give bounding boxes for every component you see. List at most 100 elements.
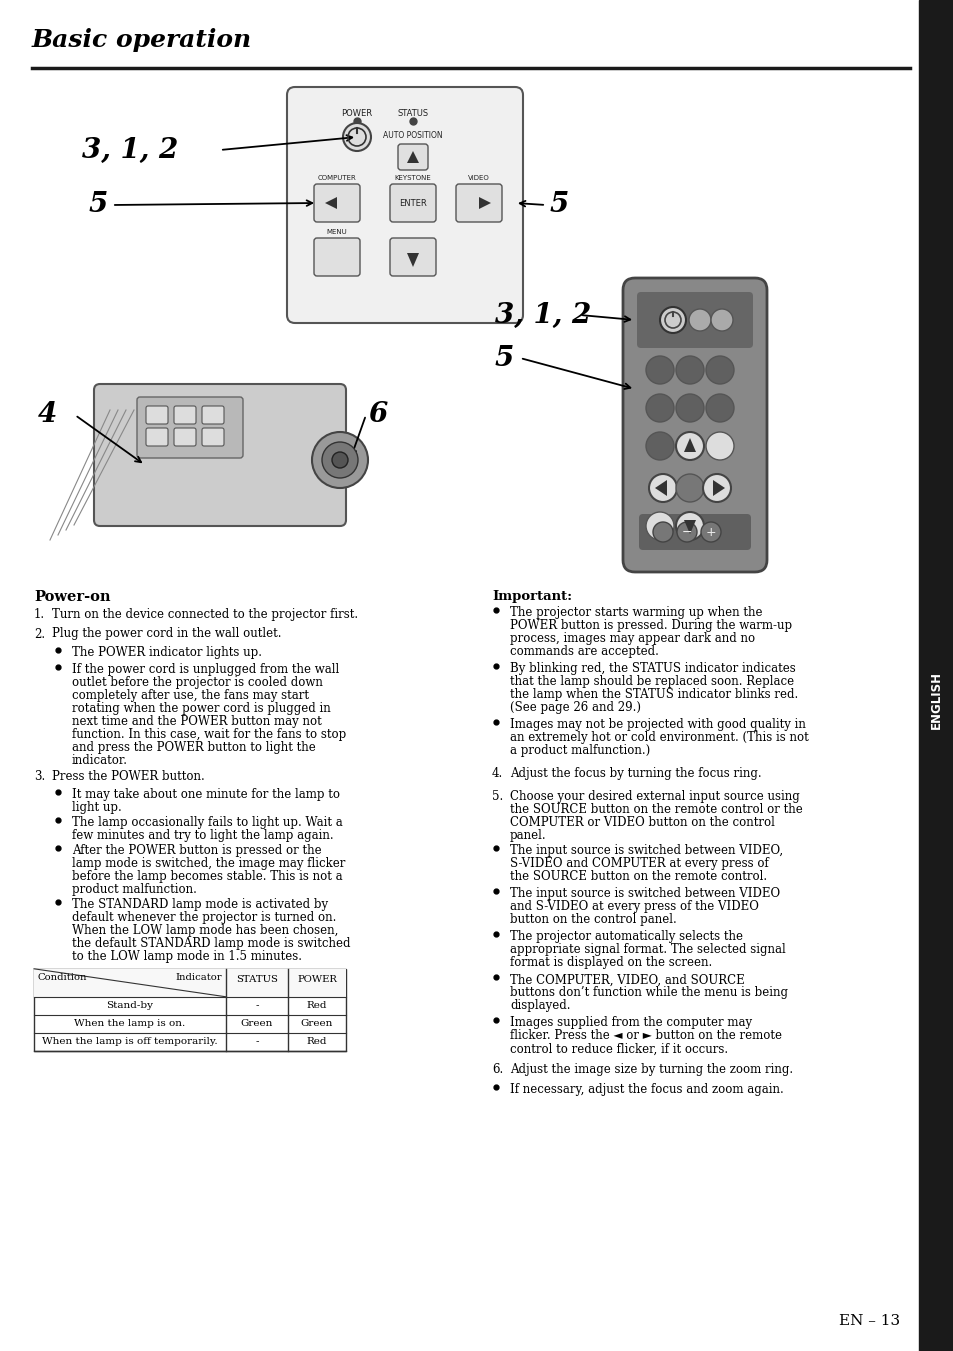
- Text: +: +: [705, 526, 716, 539]
- FancyBboxPatch shape: [137, 397, 243, 458]
- FancyBboxPatch shape: [622, 278, 766, 571]
- Text: ENGLISH: ENGLISH: [928, 671, 942, 730]
- Text: It may take about one minute for the lamp to: It may take about one minute for the lam…: [71, 788, 339, 801]
- Text: The projector automatically selects the: The projector automatically selects the: [510, 931, 742, 943]
- FancyBboxPatch shape: [173, 428, 195, 446]
- Text: Power-on: Power-on: [34, 590, 111, 604]
- FancyBboxPatch shape: [173, 407, 195, 424]
- Text: If the power cord is unplugged from the wall: If the power cord is unplugged from the …: [71, 662, 339, 676]
- Text: COMPUTER: COMPUTER: [317, 176, 356, 181]
- Circle shape: [648, 474, 677, 503]
- Bar: [34, 969, 346, 1051]
- Text: and S-VIDEO at every press of the VIDEO: and S-VIDEO at every press of the VIDEO: [510, 900, 758, 913]
- Text: outlet before the projector is cooled down: outlet before the projector is cooled do…: [71, 676, 322, 689]
- Polygon shape: [325, 197, 336, 209]
- Circle shape: [676, 474, 703, 503]
- Circle shape: [652, 521, 672, 542]
- Text: rotating when the power cord is plugged in: rotating when the power cord is plugged …: [71, 701, 331, 715]
- Circle shape: [705, 432, 733, 459]
- Circle shape: [676, 394, 703, 422]
- Text: that the lamp should be replaced soon. Replace: that the lamp should be replaced soon. R…: [510, 676, 793, 688]
- Text: an extremely hot or cold environment. (This is not: an extremely hot or cold environment. (T…: [510, 731, 808, 744]
- Text: default whenever the projector is turned on.: default whenever the projector is turned…: [71, 911, 336, 924]
- FancyBboxPatch shape: [639, 513, 750, 550]
- Text: Images may not be projected with good quality in: Images may not be projected with good qu…: [510, 717, 805, 731]
- FancyBboxPatch shape: [397, 145, 428, 170]
- Text: STATUS: STATUS: [235, 975, 277, 984]
- Text: Adjust the image size by turning the zoom ring.: Adjust the image size by turning the zoo…: [510, 1063, 792, 1077]
- Text: buttons don’t function while the menu is being: buttons don’t function while the menu is…: [510, 986, 787, 1000]
- Text: Important:: Important:: [492, 590, 572, 603]
- FancyBboxPatch shape: [287, 86, 522, 323]
- Text: Green: Green: [240, 1019, 273, 1028]
- Text: completely after use, the fans may start: completely after use, the fans may start: [71, 689, 309, 701]
- Text: The STANDARD lamp mode is activated by: The STANDARD lamp mode is activated by: [71, 898, 328, 911]
- Polygon shape: [655, 480, 666, 496]
- Text: When the LOW lamp mode has been chosen,: When the LOW lamp mode has been chosen,: [71, 924, 338, 936]
- Text: flicker. Press the ◄ or ► button on the remote: flicker. Press the ◄ or ► button on the …: [510, 1029, 781, 1043]
- Text: When the lamp is off temporarily.: When the lamp is off temporarily.: [42, 1038, 217, 1046]
- Circle shape: [710, 309, 732, 331]
- Polygon shape: [407, 151, 418, 163]
- Text: POWER: POWER: [341, 109, 373, 118]
- Text: Plug the power cord in the wall outlet.: Plug the power cord in the wall outlet.: [52, 627, 281, 640]
- Circle shape: [312, 432, 368, 488]
- Text: 3, 1, 2: 3, 1, 2: [82, 136, 178, 163]
- Text: the SOURCE button on the remote control or the: the SOURCE button on the remote control …: [510, 804, 801, 816]
- Circle shape: [676, 357, 703, 384]
- Text: After the POWER button is pressed or the: After the POWER button is pressed or the: [71, 844, 321, 857]
- Text: light up.: light up.: [71, 801, 122, 813]
- Polygon shape: [683, 438, 696, 453]
- Text: 4: 4: [38, 401, 57, 428]
- Circle shape: [322, 442, 357, 478]
- Text: The POWER indicator lights up.: The POWER indicator lights up.: [71, 646, 262, 659]
- Text: POWER button is pressed. During the warm-up: POWER button is pressed. During the warm…: [510, 619, 791, 632]
- Text: −: −: [681, 526, 692, 539]
- FancyBboxPatch shape: [202, 428, 224, 446]
- Circle shape: [677, 521, 697, 542]
- Text: -: -: [255, 1038, 258, 1046]
- Text: Condition: Condition: [38, 973, 88, 982]
- Text: 5: 5: [550, 192, 569, 219]
- Text: Adjust the focus by turning the focus ring.: Adjust the focus by turning the focus ri…: [510, 767, 760, 780]
- Text: displayed.: displayed.: [510, 1000, 570, 1012]
- Text: format is displayed on the screen.: format is displayed on the screen.: [510, 957, 712, 970]
- FancyBboxPatch shape: [456, 184, 501, 222]
- Text: product malfunction.: product malfunction.: [71, 882, 196, 896]
- Circle shape: [645, 357, 673, 384]
- Bar: [34, 969, 346, 997]
- Text: 5: 5: [495, 345, 514, 372]
- Polygon shape: [478, 197, 491, 209]
- FancyBboxPatch shape: [637, 292, 752, 349]
- Bar: [918, 0, 953, 1351]
- Text: 2.: 2.: [34, 627, 45, 640]
- FancyBboxPatch shape: [146, 428, 168, 446]
- Text: 3, 1, 2: 3, 1, 2: [495, 301, 591, 328]
- Text: Green: Green: [300, 1019, 333, 1028]
- Text: 6: 6: [368, 401, 387, 428]
- Text: Basic operation: Basic operation: [32, 28, 252, 51]
- Text: button on the control panel.: button on the control panel.: [510, 913, 676, 927]
- Text: AUTO POSITION: AUTO POSITION: [383, 131, 442, 141]
- Circle shape: [343, 123, 371, 151]
- Text: STATUS: STATUS: [397, 109, 428, 118]
- Text: The input source is switched between VIDEO: The input source is switched between VID…: [510, 888, 780, 900]
- Text: ENTER: ENTER: [398, 199, 426, 208]
- Text: -: -: [255, 1001, 258, 1011]
- Polygon shape: [683, 520, 696, 534]
- Text: lamp mode is switched, the image may flicker: lamp mode is switched, the image may fli…: [71, 857, 345, 870]
- Text: By blinking red, the STATUS indicator indicates: By blinking red, the STATUS indicator in…: [510, 662, 795, 676]
- Text: 3.: 3.: [34, 770, 45, 782]
- Text: the SOURCE button on the remote control.: the SOURCE button on the remote control.: [510, 870, 766, 884]
- Text: the lamp when the STATUS indicator blinks red.: the lamp when the STATUS indicator blink…: [510, 688, 798, 701]
- Text: Press the POWER button.: Press the POWER button.: [52, 770, 205, 782]
- Text: Indicator: Indicator: [175, 973, 222, 982]
- FancyBboxPatch shape: [146, 407, 168, 424]
- Circle shape: [705, 357, 733, 384]
- Text: The COMPUTER, VIDEO, and SOURCE: The COMPUTER, VIDEO, and SOURCE: [510, 974, 744, 986]
- FancyBboxPatch shape: [390, 238, 436, 276]
- Circle shape: [700, 521, 720, 542]
- Text: the default STANDARD lamp mode is switched: the default STANDARD lamp mode is switch…: [71, 936, 350, 950]
- Text: Stand-by: Stand-by: [107, 1001, 153, 1011]
- Text: KEYSTONE: KEYSTONE: [395, 176, 431, 181]
